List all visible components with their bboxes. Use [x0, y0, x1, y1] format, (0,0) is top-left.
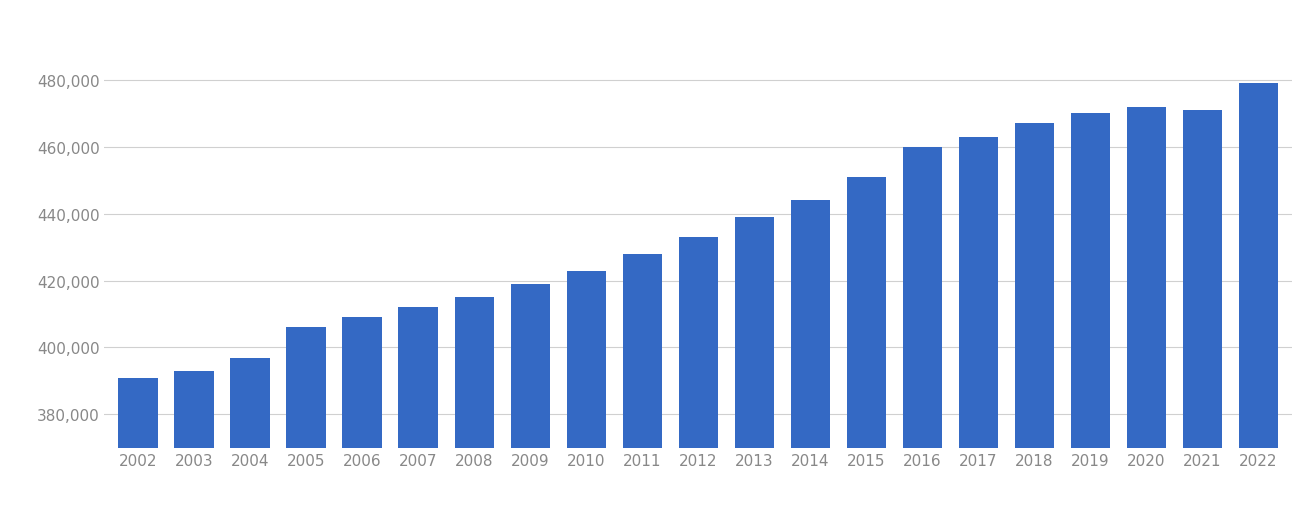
Bar: [1070, 114, 1109, 448]
Bar: [566, 271, 606, 448]
Bar: [1015, 124, 1054, 448]
Bar: [398, 308, 437, 448]
Bar: [175, 371, 214, 448]
Bar: [622, 254, 662, 448]
Bar: [342, 318, 381, 448]
Bar: [903, 148, 942, 448]
Bar: [1182, 111, 1221, 448]
Bar: [510, 285, 549, 448]
Bar: [679, 238, 718, 448]
Bar: [847, 178, 886, 448]
Bar: [1238, 84, 1278, 448]
Bar: [119, 378, 158, 448]
Bar: [1126, 107, 1165, 448]
Bar: [454, 298, 493, 448]
Bar: [959, 137, 998, 448]
Bar: [791, 201, 830, 448]
Bar: [735, 218, 774, 448]
Bar: [287, 328, 326, 448]
Bar: [231, 358, 270, 448]
